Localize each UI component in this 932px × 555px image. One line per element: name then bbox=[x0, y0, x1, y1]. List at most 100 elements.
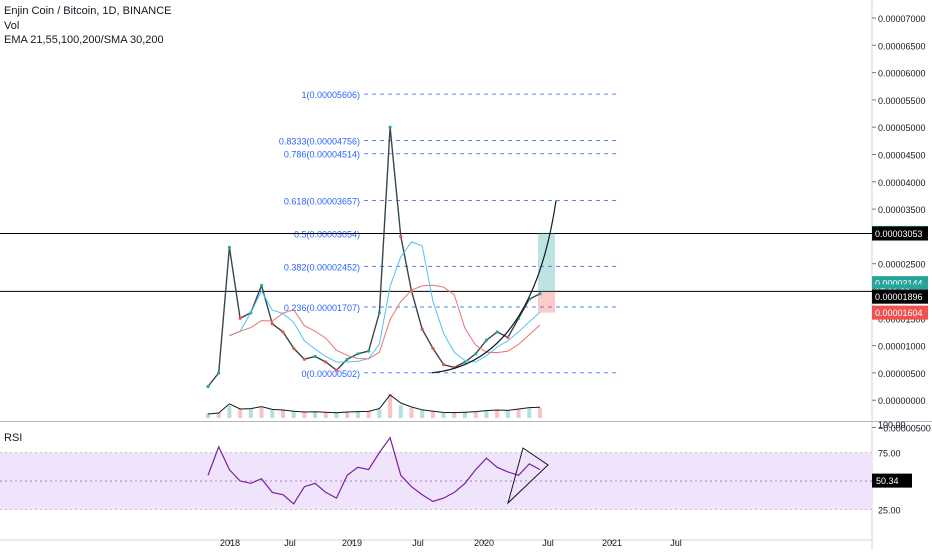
price-point bbox=[388, 125, 392, 129]
price-point bbox=[313, 354, 317, 359]
price-tick-label: 0.00006000 bbox=[878, 69, 926, 79]
ema-slow-line bbox=[229, 284, 541, 360]
volume-indicator-label[interactable]: Vol bbox=[4, 20, 20, 32]
price-tick-label: 0.00005000 bbox=[878, 123, 926, 133]
volume-bar bbox=[484, 410, 489, 418]
volume-bar bbox=[420, 410, 425, 418]
price-point bbox=[334, 368, 339, 372]
volume-bar bbox=[334, 412, 339, 418]
volume-series bbox=[206, 394, 542, 418]
price-point bbox=[442, 363, 446, 367]
volume-bar bbox=[238, 409, 243, 418]
price-point bbox=[292, 346, 296, 350]
price-point bbox=[356, 352, 360, 356]
fib-level-label: 0.236(0.00001707) bbox=[284, 303, 360, 313]
volume-bar bbox=[366, 411, 371, 418]
price-tag bbox=[872, 305, 928, 320]
volume-bar bbox=[527, 408, 532, 418]
volume-bar bbox=[216, 412, 221, 418]
volume-bar bbox=[452, 412, 457, 418]
price-tag-label: 0.00003053 bbox=[875, 229, 923, 239]
fib-level-label: 0(0.00000502) bbox=[301, 369, 360, 379]
price-tick-label: 0.00006500 bbox=[878, 41, 926, 51]
volume-bar bbox=[355, 411, 360, 418]
price-tag-label: 0.00001604 bbox=[875, 308, 923, 318]
price-tick-label: 0.00004000 bbox=[878, 178, 926, 188]
volume-bar bbox=[409, 408, 414, 418]
price-tick-label: −0.00000500 bbox=[878, 424, 931, 434]
price-point bbox=[281, 330, 285, 334]
volume-bar bbox=[248, 409, 253, 418]
volume-bar bbox=[323, 411, 328, 418]
rsi-line bbox=[207, 436, 541, 505]
price-point bbox=[217, 371, 221, 375]
price-tag-label: 0.00001896 bbox=[875, 292, 923, 302]
price-point bbox=[420, 327, 424, 331]
rsi-tick-label: 100.00 bbox=[878, 420, 906, 430]
price-tick-label: 0.00004500 bbox=[878, 151, 926, 161]
parabolic-curve bbox=[431, 200, 557, 374]
volume-bar bbox=[441, 412, 446, 418]
price-point bbox=[538, 292, 542, 296]
volume-bar bbox=[430, 411, 435, 418]
price-point bbox=[367, 349, 371, 353]
volume-bar bbox=[516, 409, 521, 418]
price-tick-label: 0.00000000 bbox=[878, 396, 926, 406]
price-tick-label: 0.00003500 bbox=[878, 205, 926, 215]
volume-bar bbox=[505, 410, 510, 418]
volume-bar bbox=[398, 405, 403, 418]
volume-bar bbox=[495, 410, 500, 418]
price-tick-label: 0.00005500 bbox=[878, 96, 926, 106]
price-tag bbox=[872, 226, 928, 241]
price-point bbox=[474, 352, 478, 356]
volume-bar bbox=[259, 407, 264, 418]
chart-title[interactable]: Enjin Coin / Bitcoin, 1D, BINANCE bbox=[4, 5, 172, 17]
fib-level-label: 0.8333(0.00004756) bbox=[279, 137, 360, 147]
position-target-zone bbox=[538, 232, 555, 292]
price-tick-label: 0.00007000 bbox=[878, 14, 926, 24]
volume-bar bbox=[270, 409, 275, 418]
price-point bbox=[377, 311, 381, 315]
price-point bbox=[345, 357, 349, 361]
rsi-tick-label: 75.00 bbox=[878, 449, 901, 459]
time-tick-label: Jul bbox=[412, 538, 424, 548]
time-tick-label: Jul bbox=[284, 538, 296, 548]
price-point bbox=[399, 234, 403, 238]
price-point bbox=[270, 322, 274, 326]
price-point bbox=[302, 357, 306, 361]
fib-level-label: 0.786(0.00004514) bbox=[284, 150, 360, 160]
fib-level-label: 0.5(0.00003054) bbox=[294, 229, 360, 239]
price-tag-label: 0.00002144 bbox=[875, 279, 923, 289]
rsi-value-tag bbox=[872, 473, 912, 488]
price-tick-label: 0.00002500 bbox=[878, 260, 926, 270]
volume-bar bbox=[302, 411, 307, 418]
time-tick-label: Jul bbox=[542, 538, 554, 548]
volume-bar bbox=[345, 411, 350, 418]
fib-level-label: 0.618(0.00003657) bbox=[284, 197, 360, 207]
volume-bar bbox=[291, 411, 296, 418]
price-point bbox=[324, 360, 328, 364]
volume-ma-line bbox=[207, 394, 541, 415]
position-stop-zone bbox=[538, 291, 555, 313]
rsi-indicator-label[interactable]: RSI bbox=[4, 432, 23, 444]
volume-bar bbox=[227, 405, 232, 418]
ema-fast-line bbox=[229, 241, 541, 363]
ema-indicator-label[interactable]: EMA 21,55,100,200/SMA 30,200 bbox=[4, 34, 164, 46]
volume-bar bbox=[206, 413, 210, 418]
time-tick-label: 2019 bbox=[342, 538, 362, 548]
price-point bbox=[238, 316, 242, 320]
price-point bbox=[495, 330, 499, 334]
rsi-tick-label: 25.00 bbox=[878, 506, 901, 516]
time-tick-label: 2021 bbox=[602, 538, 622, 548]
volume-bar bbox=[388, 394, 393, 418]
fib-level-label: 1(0.00005606) bbox=[301, 90, 360, 100]
rsi-value-tag-label: 50.34 bbox=[876, 476, 899, 486]
volume-bar bbox=[463, 411, 468, 418]
price-tag bbox=[872, 289, 928, 304]
rsi-triangle-drawing bbox=[507, 447, 549, 505]
fib-level-label: 0.382(0.00002452) bbox=[284, 262, 360, 272]
volume-bar bbox=[377, 409, 382, 418]
price-point bbox=[506, 335, 510, 340]
